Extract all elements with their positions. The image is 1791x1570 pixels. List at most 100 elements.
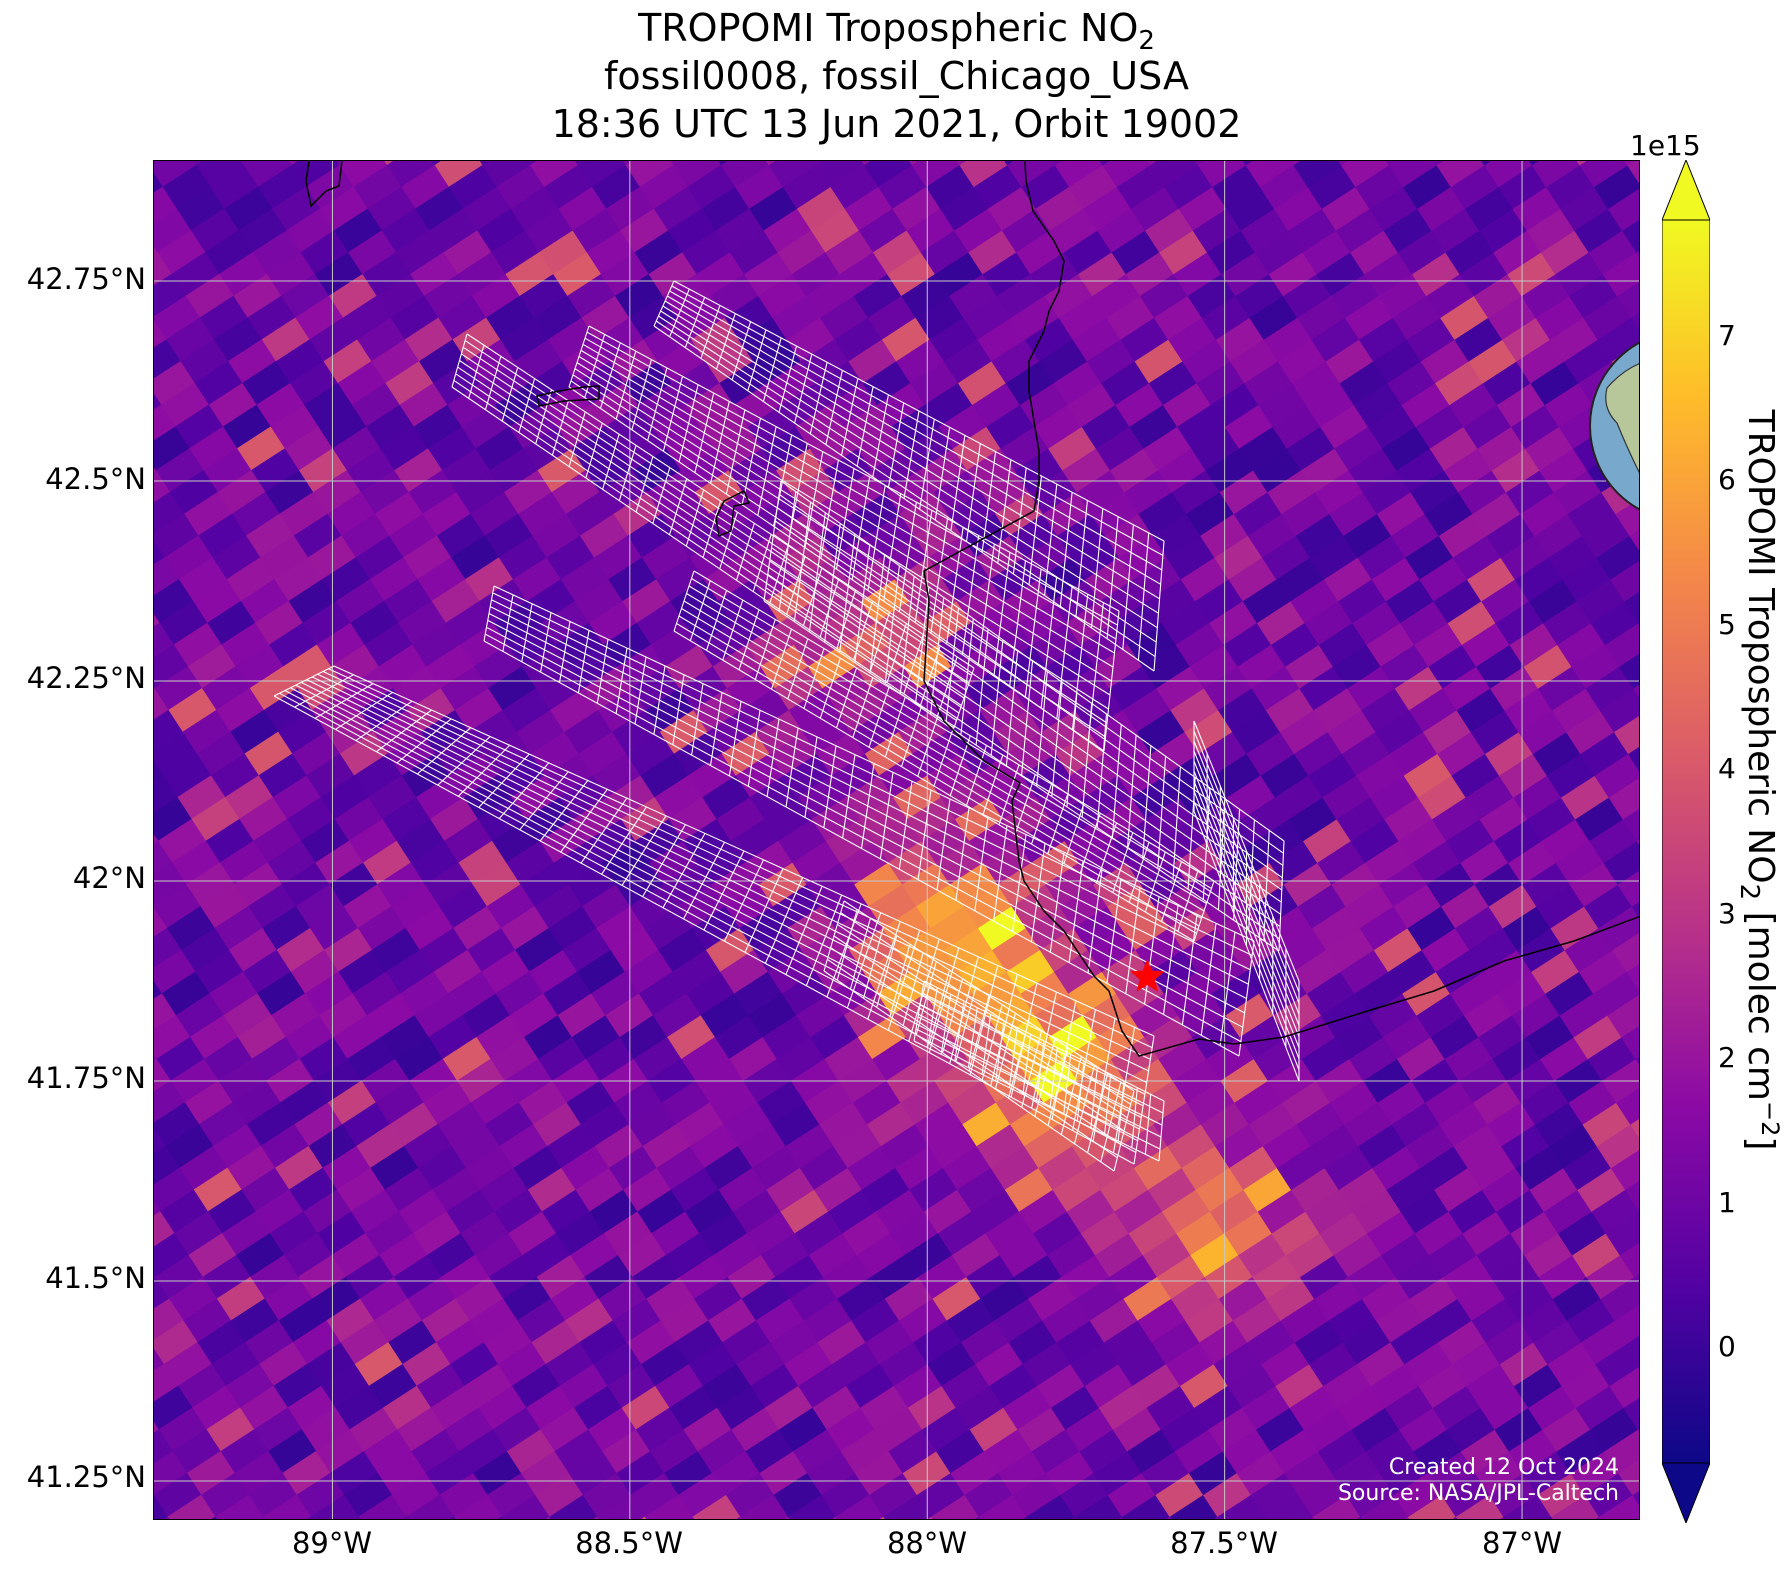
no2-pixel: [1224, 404, 1274, 450]
no2-pixel: [1304, 600, 1354, 646]
no2-pixel: [1335, 1015, 1385, 1061]
no2-pixel: [450, 1341, 500, 1387]
no2-pixel: [1247, 1320, 1297, 1366]
no2-pixel: [481, 949, 531, 995]
no2-pixel: [460, 1210, 510, 1256]
no2-pixel: [1445, 230, 1495, 276]
no2-pixel: [1222, 1429, 1272, 1475]
no2-pixel: [156, 1036, 206, 1082]
no2-pixel: [960, 731, 1010, 777]
no2-pixel: [163, 752, 213, 798]
no2-pixel: [1564, 927, 1614, 973]
no2-pixel: [1030, 251, 1080, 297]
no2-pixel: [196, 731, 246, 777]
no2-pixel: [1387, 949, 1438, 995]
no2-pixel: [1367, 404, 1418, 450]
no2-pixel: [656, 556, 706, 602]
no2-pixel: [708, 1298, 758, 1344]
no2-pixel: [965, 666, 1015, 712]
no2-pixel: [1108, 666, 1158, 712]
no2-pixel: [1596, 1124, 1639, 1170]
no2-pixel: [1338, 1167, 1388, 1213]
no2-pixel: [945, 709, 996, 755]
no2-pixel: [539, 229, 589, 275]
no2-pixel: [1357, 535, 1407, 581]
no2-pixel: [1467, 557, 1517, 603]
no2-pixel: [1461, 622, 1511, 668]
no2-pixel: [508, 1210, 558, 1256]
coastline-fragment: [305, 161, 343, 208]
no2-pixel: [178, 556, 229, 602]
no2-pixel: [439, 883, 489, 929]
no2-pixel: [930, 905, 980, 951]
colorbar-label-close: ]: [1740, 1136, 1781, 1151]
no2-pixel: [1287, 1015, 1337, 1061]
no2-pixel: [535, 1472, 585, 1518]
no2-pixel: [392, 1472, 442, 1518]
no2-pixel: [673, 161, 723, 188]
no2-pixel: [1120, 317, 1170, 363]
no2-pixel: [359, 1276, 410, 1322]
no2-pixel: [669, 1385, 719, 1431]
no2-pixel: [302, 600, 352, 646]
no2-pixel: [1316, 252, 1366, 298]
no2-pixel: [1217, 1494, 1267, 1519]
no2-pixel: [1542, 1407, 1592, 1453]
no2-pixel: [971, 1189, 1021, 1235]
no2-pixel: [831, 1341, 881, 1387]
no2-pixel: [977, 317, 1027, 363]
no2-pixel: [492, 1407, 542, 1453]
no2-pixel: [983, 840, 1033, 886]
no2-pixel: [470, 491, 520, 537]
no2-pixel: [663, 862, 713, 908]
no2-pixel: [532, 513, 582, 559]
no2-pixel: [541, 1189, 591, 1235]
no2-pixel: [158, 818, 208, 864]
no2-pixel: [1548, 535, 1598, 581]
no2-pixel: [643, 317, 693, 363]
no2-pixel: [1349, 1036, 1399, 1082]
no2-pixel: [418, 1145, 468, 1191]
no2-pixel: [1308, 753, 1358, 799]
no2-pixel: [1452, 535, 1502, 581]
no2-pixel: [1526, 208, 1576, 254]
no2-pixel: [578, 731, 628, 777]
no2-pixel: [1155, 1472, 1205, 1518]
no2-pixel: [167, 1494, 217, 1519]
no2-pixel: [1508, 840, 1558, 886]
no2-pixel: [1197, 949, 1247, 995]
no2-pixel: [1256, 600, 1306, 646]
no2-pixel: [1057, 1102, 1107, 1148]
no2-pixel: [439, 1472, 489, 1518]
no2-pixel: [1598, 1494, 1639, 1519]
no2-pixel: [1481, 1167, 1531, 1213]
no2-pixel: [519, 273, 569, 319]
no2-pixel: [1455, 906, 1505, 952]
no2-pixel: [1255, 1407, 1306, 1453]
no2-pixel: [525, 796, 575, 842]
no2-pixel: [960, 1320, 1010, 1366]
no2-pixel: [627, 513, 677, 559]
no2-pixel: [1280, 1298, 1330, 1344]
no2-pixel: [1405, 535, 1455, 581]
no2-pixel: [1239, 1014, 1289, 1060]
no2-pixel: [393, 1254, 443, 1300]
no2-pixel: [1094, 1232, 1145, 1278]
no2-pixel: [154, 1014, 192, 1060]
no2-pixel: [1423, 709, 1473, 755]
no2-pixel: [380, 426, 430, 472]
no2-pixel: [1051, 578, 1101, 624]
no2-pixel: [1147, 578, 1197, 624]
map-canvas[interactable]: [154, 161, 1640, 1520]
no2-pixel: [1484, 161, 1534, 189]
no2-pixel: [1443, 1254, 1493, 1300]
no2-pixel: [768, 161, 818, 188]
no2-pixel: [1232, 709, 1282, 755]
no2-pixel: [248, 883, 298, 929]
no2-pixel: [732, 1189, 782, 1235]
no2-pixel: [1449, 382, 1499, 428]
map-panel[interactable]: Created 12 Oct 2024 Source: NASA/JPL-Cal…: [153, 160, 1640, 1520]
no2-pixel: [1114, 1189, 1164, 1235]
no2-pixel: [737, 1123, 788, 1169]
no2-pixel: [1062, 448, 1112, 494]
